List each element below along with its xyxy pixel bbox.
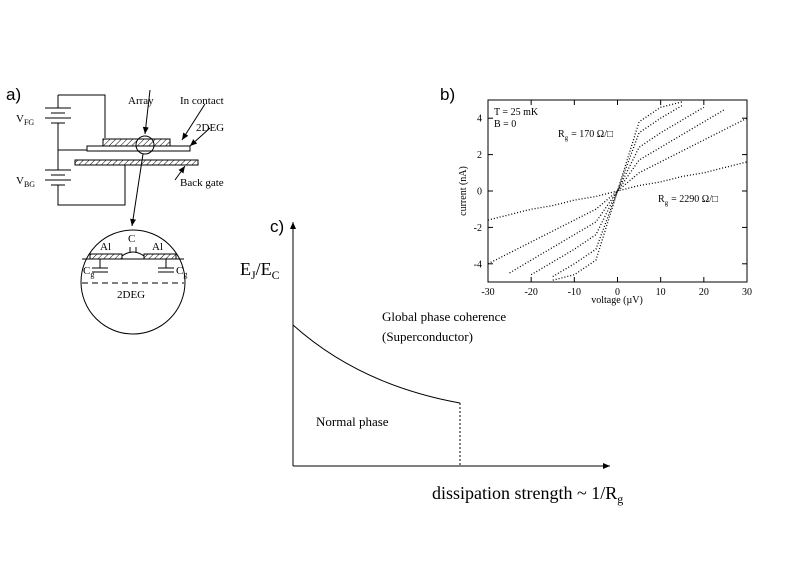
- symbol: V: [16, 175, 24, 187]
- x-tick-label: 0: [615, 287, 620, 298]
- iv-curve: [552, 104, 683, 278]
- y-tick-label: 0: [477, 187, 482, 198]
- al-label: Al: [152, 241, 163, 253]
- vbg-label: VBG: [16, 175, 35, 189]
- y-tick-label: -2: [474, 223, 482, 234]
- symbol: R: [558, 129, 565, 140]
- iv-curve: [530, 106, 705, 276]
- 2deg-label: 2DEG: [196, 122, 224, 134]
- y-axis-label: EJ/EC: [240, 259, 280, 282]
- subscript: FG: [24, 118, 34, 127]
- subscript: g: [617, 492, 623, 506]
- subscript: g: [90, 270, 94, 279]
- panel-b: b) voltage (µV) current (nA) T = 25 mK B…: [440, 85, 752, 306]
- y-tick-label: 4: [477, 114, 482, 125]
- symbol: E: [240, 259, 251, 279]
- phase-boundary: [292, 324, 461, 404]
- symbol: /E: [256, 259, 272, 279]
- iv-curve: [487, 117, 748, 265]
- y-tick-label: 2: [477, 150, 482, 161]
- panel-label: c): [270, 217, 284, 236]
- subscript: BG: [24, 180, 35, 189]
- symbol: R: [658, 194, 665, 205]
- subscript: g: [665, 199, 669, 207]
- subscript: C: [272, 268, 280, 282]
- curve-label: Rg = 170 Ω/□: [558, 129, 613, 142]
- c-label: C: [128, 233, 135, 245]
- vfg-label: VFG: [16, 113, 34, 127]
- subscript: J: [251, 268, 256, 282]
- array-label: Array: [128, 95, 154, 107]
- symbol: C: [83, 265, 90, 277]
- text: = 2290 Ω/□: [671, 194, 718, 205]
- x-axis-label: voltage (µV): [591, 295, 643, 306]
- symbol: V: [16, 113, 24, 125]
- symbol: C: [176, 265, 183, 277]
- y-axis-label: current (nA): [458, 166, 469, 216]
- text: = 170 Ω/□: [571, 129, 613, 140]
- iv-curve: [509, 108, 726, 274]
- x-tick-label: 20: [699, 287, 709, 298]
- circuit: [45, 89, 211, 335]
- region-label: (Superconductor): [382, 329, 473, 344]
- region-label: Global phase coherence: [382, 309, 506, 324]
- 2deg-label: 2DEG: [117, 289, 145, 301]
- x-tick-label: -20: [524, 287, 537, 298]
- cg-label: Cg: [176, 265, 187, 279]
- annotation: B = 0: [494, 119, 516, 130]
- subscript: g: [565, 134, 569, 142]
- x-axis-label: dissipation strength ~ 1/Rg: [432, 483, 623, 506]
- al-label: Al: [100, 241, 111, 253]
- curve-label: Rg = 2290 Ω/□: [658, 194, 718, 207]
- cg-label: Cg: [83, 265, 94, 279]
- region-label: Normal phase: [316, 414, 389, 429]
- panel-label: b): [440, 85, 455, 104]
- x-tick-label: -30: [481, 287, 494, 298]
- panel-c: c) EJ/EC Global phase coherence (Superco…: [240, 217, 623, 506]
- x-tick-label: -10: [568, 287, 581, 298]
- iv-curve: [487, 161, 748, 221]
- y-tick-label: -4: [474, 259, 482, 270]
- x-tick-label: 30: [742, 287, 752, 298]
- back-gate-label: Back gate: [180, 177, 224, 189]
- subscript: g: [183, 270, 187, 279]
- symbol: dissipation strength ~ 1/R: [432, 483, 617, 503]
- panel-a: a) VFG VBG Array In contact 2DEG Back ga…: [6, 85, 224, 335]
- panel-label: a): [6, 85, 21, 104]
- annotation: T = 25 mK: [494, 107, 539, 118]
- x-tick-label: 10: [656, 287, 666, 298]
- in-contact-label: In contact: [180, 95, 224, 107]
